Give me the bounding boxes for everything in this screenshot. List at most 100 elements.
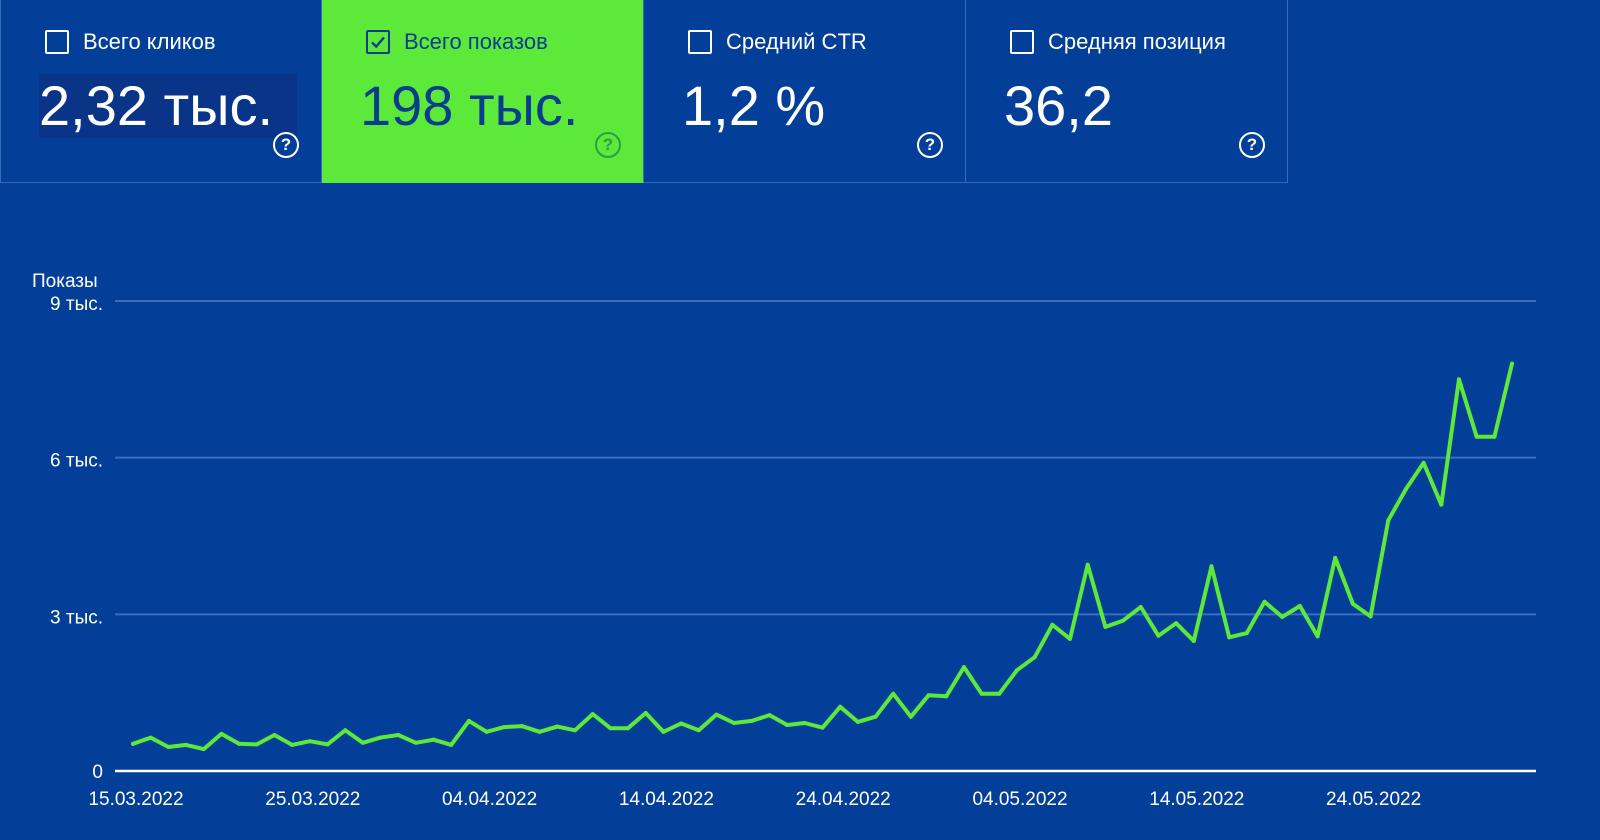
y-tick-label: 6 тыс.: [50, 451, 103, 472]
data-point: [1403, 487, 1408, 491]
help-icon[interactable]: ?: [1239, 132, 1265, 158]
data-point: [201, 747, 206, 752]
x-tick-label: 04.04.2022: [442, 789, 537, 810]
data-point: [767, 713, 772, 718]
y-axis-title: Показы: [32, 271, 98, 292]
help-icon[interactable]: ?: [917, 132, 943, 158]
help-icon[interactable]: ?: [595, 132, 621, 158]
data-point: [785, 723, 790, 728]
data-point: [661, 729, 666, 734]
data-point: [1015, 668, 1019, 673]
metric-card-impressions[interactable]: Всего показов 198 тыс. ?: [322, 0, 644, 183]
x-tick-label: 15.03.2022: [88, 789, 183, 810]
data-point: [714, 712, 719, 717]
data-point: [1492, 434, 1497, 439]
data-point: [696, 728, 701, 733]
data-point: [254, 742, 259, 747]
checkbox-ctr[interactable]: [688, 30, 712, 54]
data-point: [360, 740, 365, 745]
data-point: [1510, 361, 1515, 366]
data-point: [1244, 631, 1249, 636]
data-point: [573, 728, 577, 733]
data-point: [1439, 502, 1444, 507]
data-point: [1174, 621, 1179, 626]
metric-label: Всего показов: [404, 29, 548, 54]
data-point: [219, 731, 224, 736]
data-point: [1368, 614, 1373, 619]
x-tick-label: 24.04.2022: [796, 789, 891, 810]
data-point: [343, 728, 348, 733]
metric-value: 36,2: [1004, 74, 1113, 137]
x-axis-ticks: 15.03.2022 25.03.2022 04.04.2022 14.04.2022…: [88, 789, 1421, 810]
data-point: [1474, 434, 1479, 439]
data-point: [148, 735, 153, 740]
data-point: [466, 718, 471, 723]
data-point: [590, 712, 595, 717]
checkbox-clicks[interactable]: [45, 30, 69, 54]
data-point: [1227, 635, 1232, 640]
x-tick-label: 14.05.2022: [1149, 789, 1244, 810]
data-point: [891, 691, 896, 696]
data-point: [1156, 633, 1161, 638]
y-axis-ticks: 0 3 тыс. 6 тыс. 9 тыс.: [50, 294, 103, 783]
data-point: [749, 718, 754, 723]
metric-label: Всего кликов: [83, 29, 216, 54]
x-tick-label: 25.03.2022: [265, 789, 360, 810]
metric-label: Средний CTR: [726, 29, 867, 54]
y-tick-label: 9 тыс.: [50, 294, 103, 315]
data-point: [166, 744, 171, 749]
x-tick-label: 14.04.2022: [619, 789, 714, 810]
data-point: [1138, 605, 1143, 610]
data-point: [1050, 622, 1055, 627]
checkbox-impressions[interactable]: [366, 30, 390, 54]
data-point: [431, 737, 436, 742]
metric-cards: Всего кликов 2,32 тыс. ? Всего показов 1…: [0, 0, 1292, 183]
impressions-chart: Показы 0 3 тыс. 6 тыс. 9 тыс. 15.03.2022 25.…: [32, 271, 1536, 810]
data-point: [1333, 555, 1338, 560]
data-point: [679, 721, 684, 726]
data-point: [873, 714, 878, 719]
data-point: [802, 720, 807, 725]
data-point: [626, 726, 631, 731]
data-point: [484, 729, 489, 734]
metric-card-position[interactable]: Средняя позиция 36,2 ?: [966, 0, 1288, 183]
data-point: [1280, 614, 1285, 619]
data-point: [855, 719, 860, 724]
metric-card-clicks[interactable]: Всего кликов 2,32 тыс. ?: [0, 0, 322, 183]
data-point: [413, 740, 418, 745]
y-tick-label: 3 тыс.: [50, 607, 103, 628]
data-point: [1032, 655, 1037, 660]
data-point: [290, 742, 295, 747]
chart-series: [131, 361, 1515, 752]
data-point: [997, 691, 1002, 696]
y-tick-label: 0: [92, 762, 103, 783]
data-point: [325, 742, 330, 747]
metric-label: Средняя позиция: [1048, 29, 1226, 54]
data-point: [838, 704, 843, 709]
data-point: [608, 726, 613, 731]
data-point: [732, 720, 737, 725]
data-point: [820, 725, 825, 730]
metric-value: 1,2 %: [682, 74, 826, 137]
data-point: [449, 742, 454, 747]
data-point: [184, 742, 189, 747]
data-point: [961, 665, 966, 670]
data-point: [237, 741, 242, 746]
impressions-line: [131, 361, 1514, 752]
help-icon[interactable]: ?: [273, 132, 299, 158]
data-point: [1262, 599, 1267, 604]
data-point: [519, 724, 524, 729]
data-point: [1209, 564, 1214, 569]
checkbox-position[interactable]: [1010, 30, 1034, 54]
data-point: [1421, 460, 1426, 465]
data-point: [131, 741, 135, 746]
metric-card-ctr[interactable]: Средний CTR 1,2 % ?: [644, 0, 966, 183]
data-point: [1386, 518, 1391, 523]
data-point: [537, 729, 542, 734]
metric-value: 198 тыс.: [360, 74, 579, 137]
data-point: [1457, 377, 1461, 382]
data-point: [1350, 601, 1355, 606]
data-point: [926, 693, 931, 698]
data-point: [908, 714, 913, 719]
data-point: [1068, 636, 1073, 641]
